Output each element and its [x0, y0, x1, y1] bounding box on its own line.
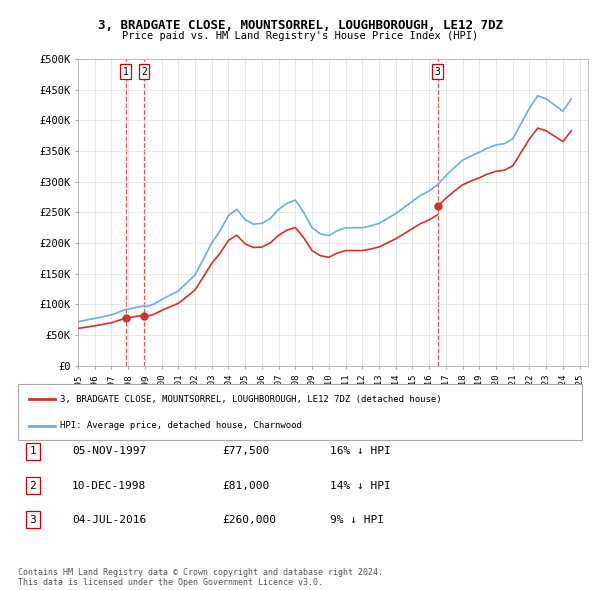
Text: 1: 1	[123, 67, 128, 77]
Text: Contains HM Land Registry data © Crown copyright and database right 2024.
This d: Contains HM Land Registry data © Crown c…	[18, 568, 383, 587]
Text: £81,000: £81,000	[222, 481, 269, 490]
Text: 04-JUL-2016: 04-JUL-2016	[72, 515, 146, 525]
Text: 14% ↓ HPI: 14% ↓ HPI	[330, 481, 391, 490]
Text: HPI: Average price, detached house, Charnwood: HPI: Average price, detached house, Char…	[60, 421, 302, 430]
Text: £77,500: £77,500	[222, 447, 269, 456]
Text: 9% ↓ HPI: 9% ↓ HPI	[330, 515, 384, 525]
Text: 2: 2	[29, 481, 37, 490]
Text: Price paid vs. HM Land Registry's House Price Index (HPI): Price paid vs. HM Land Registry's House …	[122, 31, 478, 41]
Text: 2: 2	[141, 67, 147, 77]
Text: 3, BRADGATE CLOSE, MOUNTSORREL, LOUGHBOROUGH, LE12 7DZ: 3, BRADGATE CLOSE, MOUNTSORREL, LOUGHBOR…	[97, 19, 503, 32]
Text: 16% ↓ HPI: 16% ↓ HPI	[330, 447, 391, 456]
Text: 10-DEC-1998: 10-DEC-1998	[72, 481, 146, 490]
Text: 3: 3	[435, 67, 440, 77]
Text: 3: 3	[29, 515, 37, 525]
Text: 05-NOV-1997: 05-NOV-1997	[72, 447, 146, 456]
Text: 3, BRADGATE CLOSE, MOUNTSORREL, LOUGHBOROUGH, LE12 7DZ (detached house): 3, BRADGATE CLOSE, MOUNTSORREL, LOUGHBOR…	[60, 395, 442, 404]
Text: £260,000: £260,000	[222, 515, 276, 525]
Text: 1: 1	[29, 447, 37, 456]
FancyBboxPatch shape	[18, 384, 582, 440]
